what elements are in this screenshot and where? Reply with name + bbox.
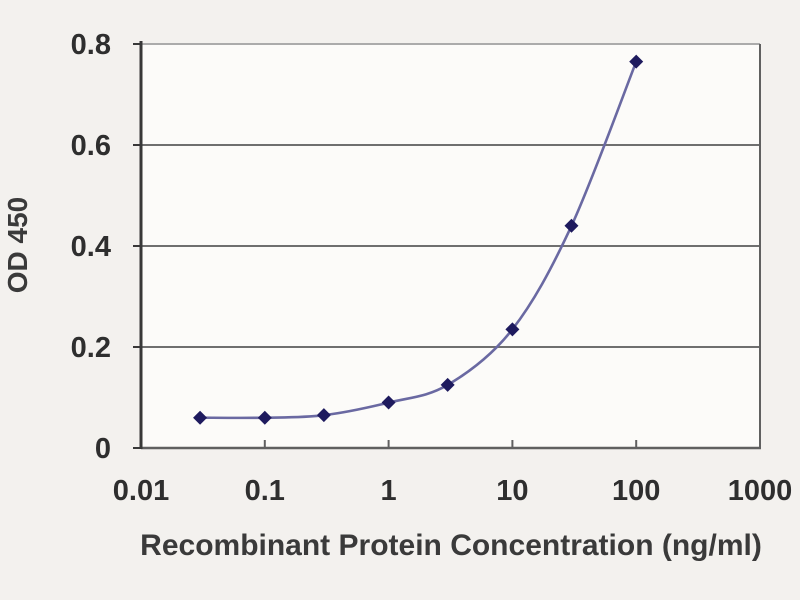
x-tick-label: 1000 — [728, 475, 793, 507]
data-point-marker — [257, 410, 272, 425]
y-tick-label: 0 — [95, 433, 111, 465]
x-axis-title: Recombinant Protein Concentration (ng/ml… — [140, 529, 762, 562]
data-point-marker — [381, 395, 396, 410]
x-tick-label: 1 — [381, 475, 397, 507]
y-axis-title: OD 450 — [2, 196, 33, 294]
x-tick-label: 100 — [612, 475, 660, 507]
x-tick-label: 0.01 — [113, 475, 169, 507]
y-tick-label: 0.6 — [71, 130, 111, 162]
y-tick-label: 0.8 — [71, 29, 111, 61]
x-tick-label: 10 — [496, 475, 528, 507]
data-point-marker — [193, 410, 208, 425]
x-tick-label: 0.1 — [245, 475, 285, 507]
y-tick-label: 0.4 — [71, 231, 111, 263]
data-point-marker — [564, 218, 579, 233]
data-point-marker — [440, 377, 455, 392]
data-point-marker — [316, 408, 331, 423]
data-point-marker — [629, 54, 644, 69]
y-tick-label: 0.2 — [71, 332, 111, 364]
data-point-marker — [505, 322, 520, 337]
